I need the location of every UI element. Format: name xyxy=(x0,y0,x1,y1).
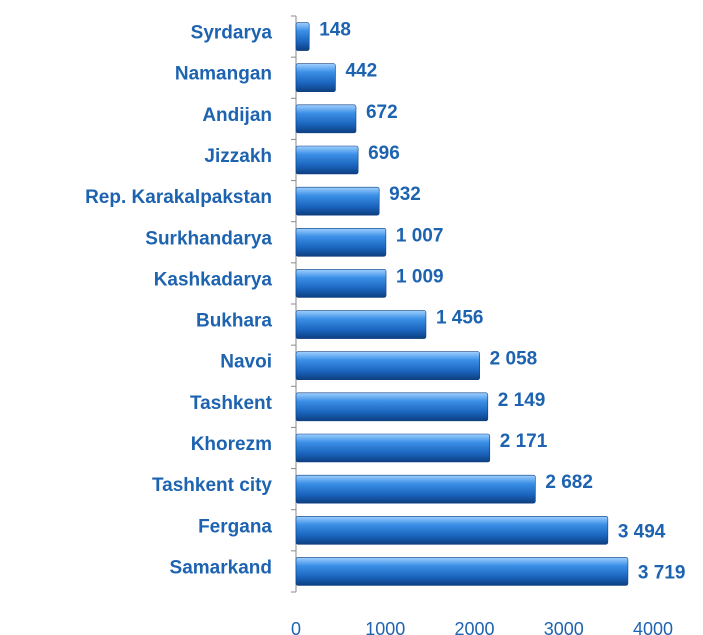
x-tick-label: 2000 xyxy=(454,619,494,635)
bar xyxy=(295,227,387,257)
bar xyxy=(295,474,536,504)
value-label: 696 xyxy=(368,143,400,164)
bar xyxy=(295,104,357,134)
y-tick-label: Jizzakh xyxy=(204,146,272,167)
bar xyxy=(295,515,609,545)
y-tick-label: Syrdarya xyxy=(191,23,273,44)
bar xyxy=(295,63,336,93)
y-tick-label: Fergana xyxy=(198,516,272,537)
value-label: 932 xyxy=(389,184,421,205)
value-label: 442 xyxy=(345,61,377,82)
y-tick-label: Tashkent xyxy=(190,393,273,414)
bar xyxy=(295,310,427,339)
y-tick-label: Andijan xyxy=(202,105,272,126)
bar xyxy=(295,269,387,298)
value-label: 3 719 xyxy=(638,562,686,583)
y-tick-label: Tashkent city xyxy=(152,475,272,496)
bar xyxy=(295,557,629,586)
value-label: 672 xyxy=(366,102,398,123)
value-label: 148 xyxy=(319,20,351,41)
value-label: 2 171 xyxy=(500,431,548,452)
bar xyxy=(295,392,489,422)
y-tick-label: Khorezm xyxy=(191,434,272,455)
bar xyxy=(295,351,480,381)
bar xyxy=(295,433,491,463)
value-label: 1 009 xyxy=(396,266,444,287)
bar xyxy=(295,22,310,51)
y-tick-label: Bukhara xyxy=(196,311,272,332)
y-tick-label: Rep. Karakalpakstan xyxy=(85,187,272,208)
plot: 0 1000 2000 3000 4000 Syrdarya 148 Namangan 442 A… xyxy=(85,15,686,635)
value-label: 3 494 xyxy=(618,521,666,542)
y-tick-label: Kashkadarya xyxy=(154,269,273,290)
y-tick-label: Surkhandarya xyxy=(145,228,272,249)
bar xyxy=(295,145,359,175)
x-tick-label: 1000 xyxy=(365,619,405,635)
value-label: 2 682 xyxy=(545,472,593,493)
value-label: 2 149 xyxy=(498,390,546,411)
y-tick-label: Samarkand xyxy=(170,557,272,578)
value-label: 1 007 xyxy=(396,225,444,246)
value-label: 2 058 xyxy=(490,349,538,370)
x-tick-label: 0 xyxy=(291,619,301,635)
x-tick-label: 4000 xyxy=(633,619,673,635)
x-tick-label: 3000 xyxy=(544,619,584,635)
value-label: 1 456 xyxy=(436,308,484,329)
y-tick-label: Namangan xyxy=(175,64,272,85)
bar xyxy=(295,186,380,216)
y-tick-label: Navoi xyxy=(220,352,272,373)
